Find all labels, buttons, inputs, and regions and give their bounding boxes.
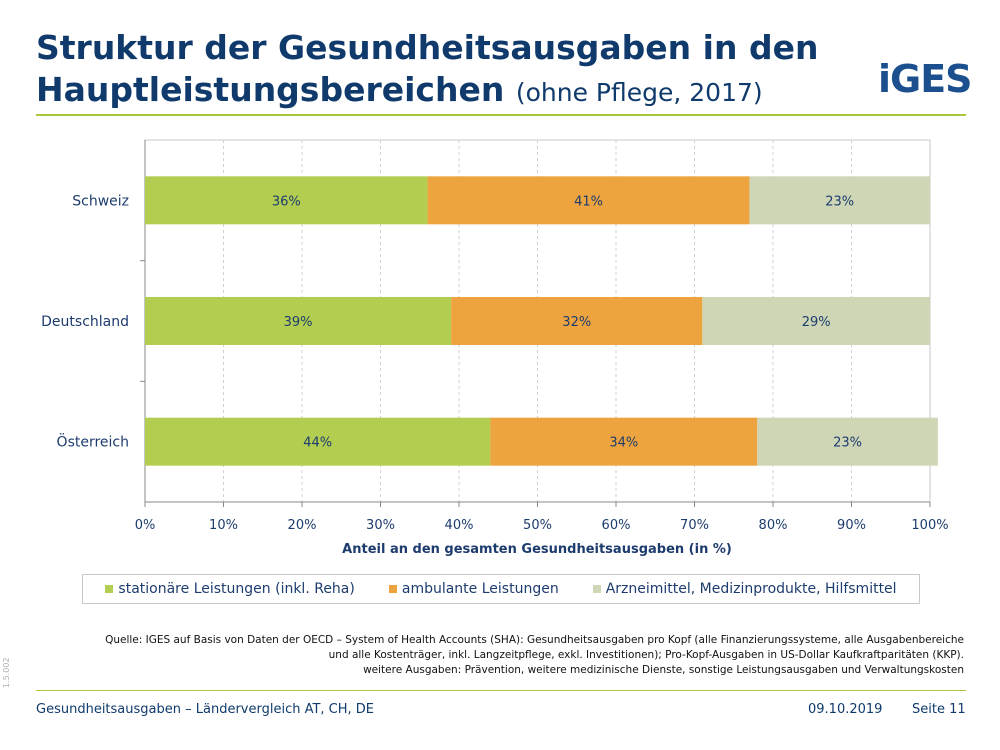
bar-segment xyxy=(757,417,938,466)
page-title: Struktur der Gesundheitsausgaben in den … xyxy=(36,27,856,114)
legend-swatch-stationaer xyxy=(105,585,114,593)
bar-segment xyxy=(427,176,750,225)
data-label: 39% xyxy=(284,315,313,330)
title-text: Struktur der Gesundheitsausgaben in den … xyxy=(36,28,819,109)
x-tick-label: 10% xyxy=(209,518,238,533)
iges-logo: iGES xyxy=(878,57,973,101)
x-tick-label: 70% xyxy=(680,518,709,533)
data-label: 44% xyxy=(303,436,332,451)
side-code: 1.5.002 xyxy=(2,657,11,688)
legend-swatch-ambulant xyxy=(388,585,397,593)
legend-item-arzneimittel: Arzneimittel, Medizinprodukte, Hilfsmitt… xyxy=(592,581,897,597)
data-label: 23% xyxy=(825,194,854,209)
legend-item-ambulant: ambulante Leistungen xyxy=(388,581,559,597)
bar-segment xyxy=(702,297,930,345)
data-label: 34% xyxy=(609,436,638,451)
source-line-1: Quelle: IGES auf Basis von Daten der OEC… xyxy=(105,634,964,646)
chart-bars xyxy=(145,176,938,466)
legend-item-stationaer: stationäre Leistungen (inkl. Reha) xyxy=(105,581,355,597)
x-tick-label: 100% xyxy=(911,518,948,533)
footer-title: Gesundheitsausgaben – Ländervergleich AT… xyxy=(36,702,375,717)
header-rule xyxy=(36,114,966,116)
legend-label-arzneimittel: Arzneimittel, Medizinprodukte, Hilfsmitt… xyxy=(605,581,897,597)
footer-date: 09.10.2019 xyxy=(808,702,883,717)
legend-swatch-arzneimittel xyxy=(592,585,601,593)
legend-label-stationaer: stationäre Leistungen (inkl. Reha) xyxy=(118,581,355,597)
legend-label-ambulant: ambulante Leistungen xyxy=(401,581,559,597)
bar-segment xyxy=(451,297,703,345)
chart-axes: 0% 10% 20% 30% 40% 50% 60% 70% 80% 90% 100% Schweiz… xyxy=(41,140,949,533)
footer-page-number: Seite 11 xyxy=(912,702,966,717)
x-tick-label: 50% xyxy=(523,518,552,533)
bar-segment xyxy=(749,176,930,225)
data-label: 36% xyxy=(272,194,301,209)
bar-segment xyxy=(145,297,452,345)
bar-segment xyxy=(145,176,428,225)
chart-labels: 36% 41% 23% 39% 32% 29% 44% 34% 23% xyxy=(272,194,862,450)
x-tick-label: 30% xyxy=(366,518,395,533)
source-note: Quelle: IGES auf Basis von Daten der OEC… xyxy=(24,633,964,678)
category-label: Deutschland xyxy=(41,314,129,330)
x-tick-label: 20% xyxy=(288,518,317,533)
category-label: Schweiz xyxy=(72,193,129,209)
bar-segment xyxy=(490,417,758,466)
title-subtitle: (ohne Pflege, 2017) xyxy=(515,78,763,107)
x-tick-label: 0% xyxy=(135,518,156,533)
x-tick-label: 60% xyxy=(602,518,631,533)
data-label: 29% xyxy=(802,315,831,330)
source-line-3: weitere Ausgaben: Prävention, weitere me… xyxy=(363,664,964,676)
data-label: 32% xyxy=(562,315,591,330)
footer-rule xyxy=(36,690,966,691)
x-tick-label: 80% xyxy=(759,518,788,533)
x-tick-label: 40% xyxy=(445,518,474,533)
stacked-bar-chart: 0% 10% 20% 30% 40% 50% 60% 70% 80% 90% 100% Schweiz… xyxy=(41,139,949,557)
data-label: 23% xyxy=(833,436,862,451)
bar-segment xyxy=(145,417,491,466)
x-axis-title: Anteil an den gesamten Gesundheitsausgab… xyxy=(342,542,732,557)
category-label: Österreich xyxy=(57,433,129,451)
chart-legend: stationäre Leistungen (inkl. Reha) ambul… xyxy=(82,574,920,604)
source-line-2: und alle Kostenträger, inkl. Langzeitpfl… xyxy=(328,649,964,661)
x-tick-label: 90% xyxy=(837,518,866,533)
data-label: 41% xyxy=(574,194,603,209)
